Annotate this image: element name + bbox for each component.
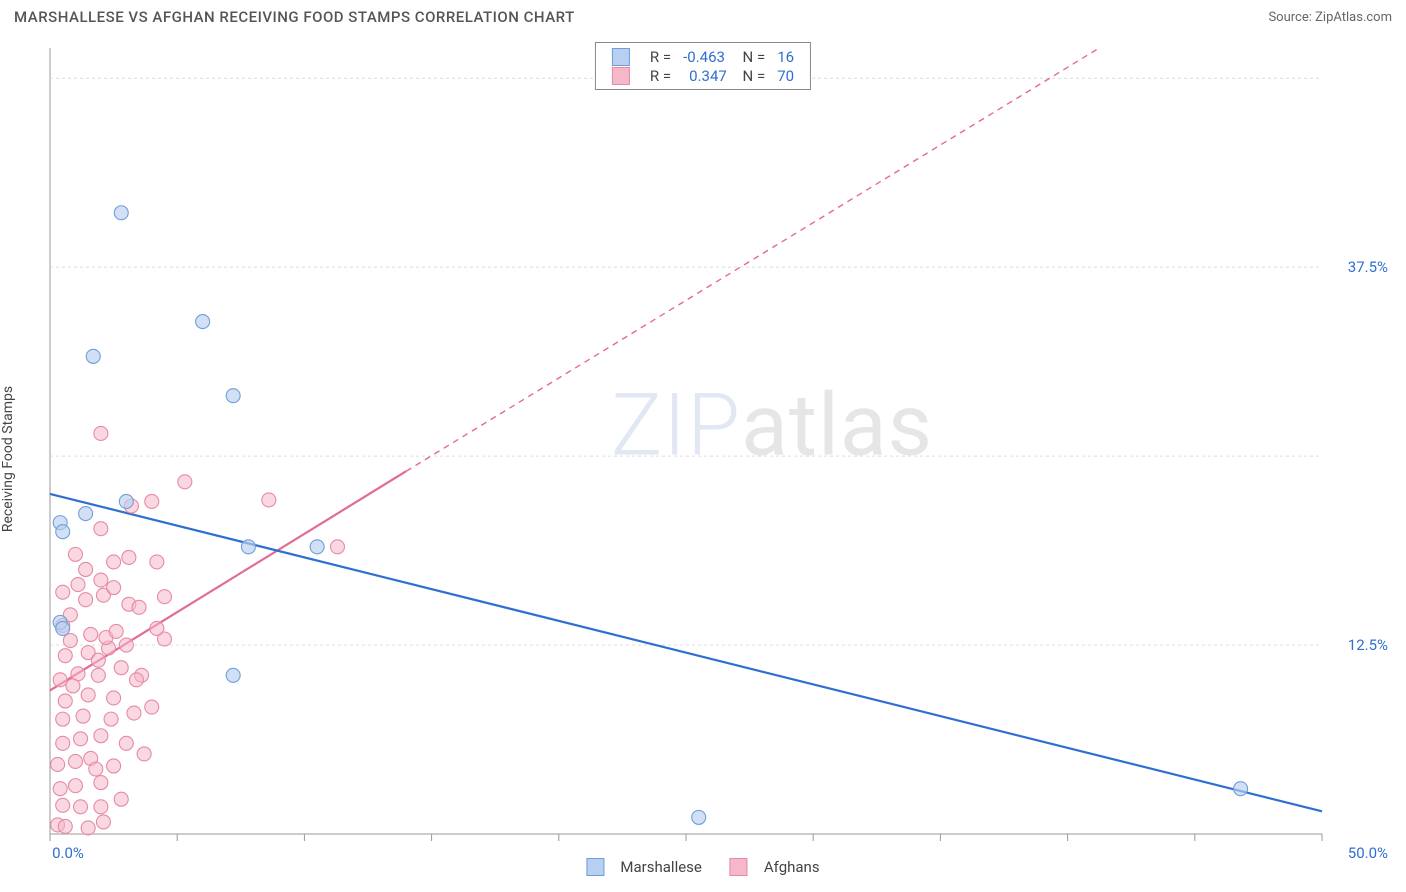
legend-row-afghans: R = 0.347 N = 70 [606,66,800,85]
chart-container: Receiving Food Stamps ZIPatlas R = -0.46… [14,40,1392,878]
swatch-marshallese [612,48,630,66]
y-tick-label: 37.5% [1348,258,1388,276]
series-legend: Marshallese Afghans [586,858,819,876]
n-value-marshallese: 16 [771,47,800,66]
source-link[interactable]: ZipAtlas.com [1315,10,1392,25]
swatch-marshallese-icon [586,858,604,876]
legend-label-afghans: Afghans [764,858,820,876]
y-tick-label: 12.5% [1348,636,1388,654]
legend-item-marshallese: Marshallese [586,858,701,876]
legend-row-marshallese: R = -0.463 N = 16 [606,47,800,66]
legend-item-afghans: Afghans [730,858,820,876]
n-value-afghans: 70 [771,66,800,85]
r-value-marshallese: -0.463 [677,47,733,66]
swatch-afghans-icon [730,858,748,876]
y-axis-label: Receiving Food Stamps [0,386,16,532]
r-value-afghans: 0.347 [677,66,733,85]
chart-title: MARSHALLESE VS AFGHAN RECEIVING FOOD STA… [14,8,575,26]
x-tick-label: 50.0% [1348,844,1388,862]
scatter-chart [14,40,1392,878]
x-tick-label: 0.0% [52,844,84,862]
legend-label-marshallese: Marshallese [620,858,701,876]
correlation-legend: R = -0.463 N = 16 R = 0.347 N = 70 [595,42,811,90]
source-label: Source: [1268,10,1311,25]
swatch-afghans [612,67,630,85]
source-attribution: Source: ZipAtlas.com [1268,10,1392,25]
